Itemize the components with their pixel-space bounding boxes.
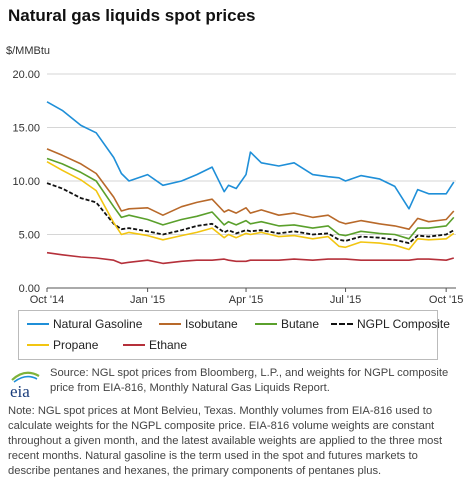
- series-line-propane: [46, 161, 455, 251]
- legend-item-butane: Butane: [255, 317, 319, 331]
- legend-label: Butane: [281, 317, 320, 331]
- legend-label: NGPL Composite: [357, 317, 450, 331]
- legend-label: Natural Gasoline: [53, 317, 143, 331]
- series-line-ngpl-composite: [46, 182, 455, 245]
- y-tick-label: 20.00: [12, 69, 40, 81]
- y-axis-unit: $/MMBtu: [6, 45, 51, 57]
- legend-label: Isobutane: [185, 317, 238, 331]
- x-tick-label: Apr '15: [229, 294, 264, 306]
- line-chart: 0.00 5.00 10.00 15.00 20.00 Oct '14 Jan '15 Ap…: [12, 69, 464, 306]
- y-tick-label: 5.00: [19, 230, 40, 242]
- source-text: Source: NGL spot prices from Bloomberg, …: [50, 367, 449, 394]
- legend-item-natural-gasoline: Natural Gasoline: [27, 317, 142, 331]
- gridlines: [47, 73, 456, 289]
- eia-logo-text: eia: [10, 382, 30, 401]
- legend-item-ethane: Ethane: [123, 338, 187, 352]
- legend-swatch: [255, 323, 277, 325]
- legend-swatch: [123, 344, 145, 346]
- series-line-ethane: [46, 251, 455, 265]
- series-line-butane: [46, 157, 455, 240]
- x-tick-label: Jan '15: [130, 294, 165, 306]
- series-line-natural-gasoline: [46, 101, 455, 210]
- series-line-isobutane: [46, 148, 455, 230]
- x-tick-label: Jul '15: [330, 294, 361, 306]
- legend-label: Ethane: [149, 338, 188, 352]
- y-axis-ticks: 0.00 5.00 10.00 15.00 20.00: [12, 69, 40, 295]
- chart-title: Natural gas liquids spot prices: [8, 6, 256, 25]
- x-axis-ticks: Oct '14 Jan '15 Apr '15 Jul '15 Oct '15: [30, 288, 464, 306]
- y-tick-label: 10.00: [12, 176, 40, 188]
- legend-label: Propane: [53, 338, 99, 352]
- y-tick-label: 15.00: [12, 123, 40, 135]
- legend-item-isobutane: Isobutane: [159, 317, 238, 331]
- legend-swatch: [159, 323, 181, 325]
- legend: Natural Gasoline Isobutane Butane NGPL C…: [18, 310, 450, 360]
- note-text: Note: NGL spot prices at Mont Belvieu, T…: [8, 405, 443, 477]
- legend-swatch: [331, 323, 353, 325]
- legend-swatch: [27, 344, 49, 346]
- x-tick-label: Oct '14: [30, 294, 65, 306]
- legend-swatch: [27, 323, 49, 325]
- legend-item-propane: Propane: [27, 338, 98, 352]
- eia-logo: eia: [10, 371, 40, 401]
- legend-item-ngpl-composite: NGPL Composite: [331, 317, 450, 331]
- x-tick-label: Oct '15: [429, 294, 464, 306]
- y-tick-label: 0.00: [19, 283, 40, 295]
- series-lines: [46, 101, 455, 265]
